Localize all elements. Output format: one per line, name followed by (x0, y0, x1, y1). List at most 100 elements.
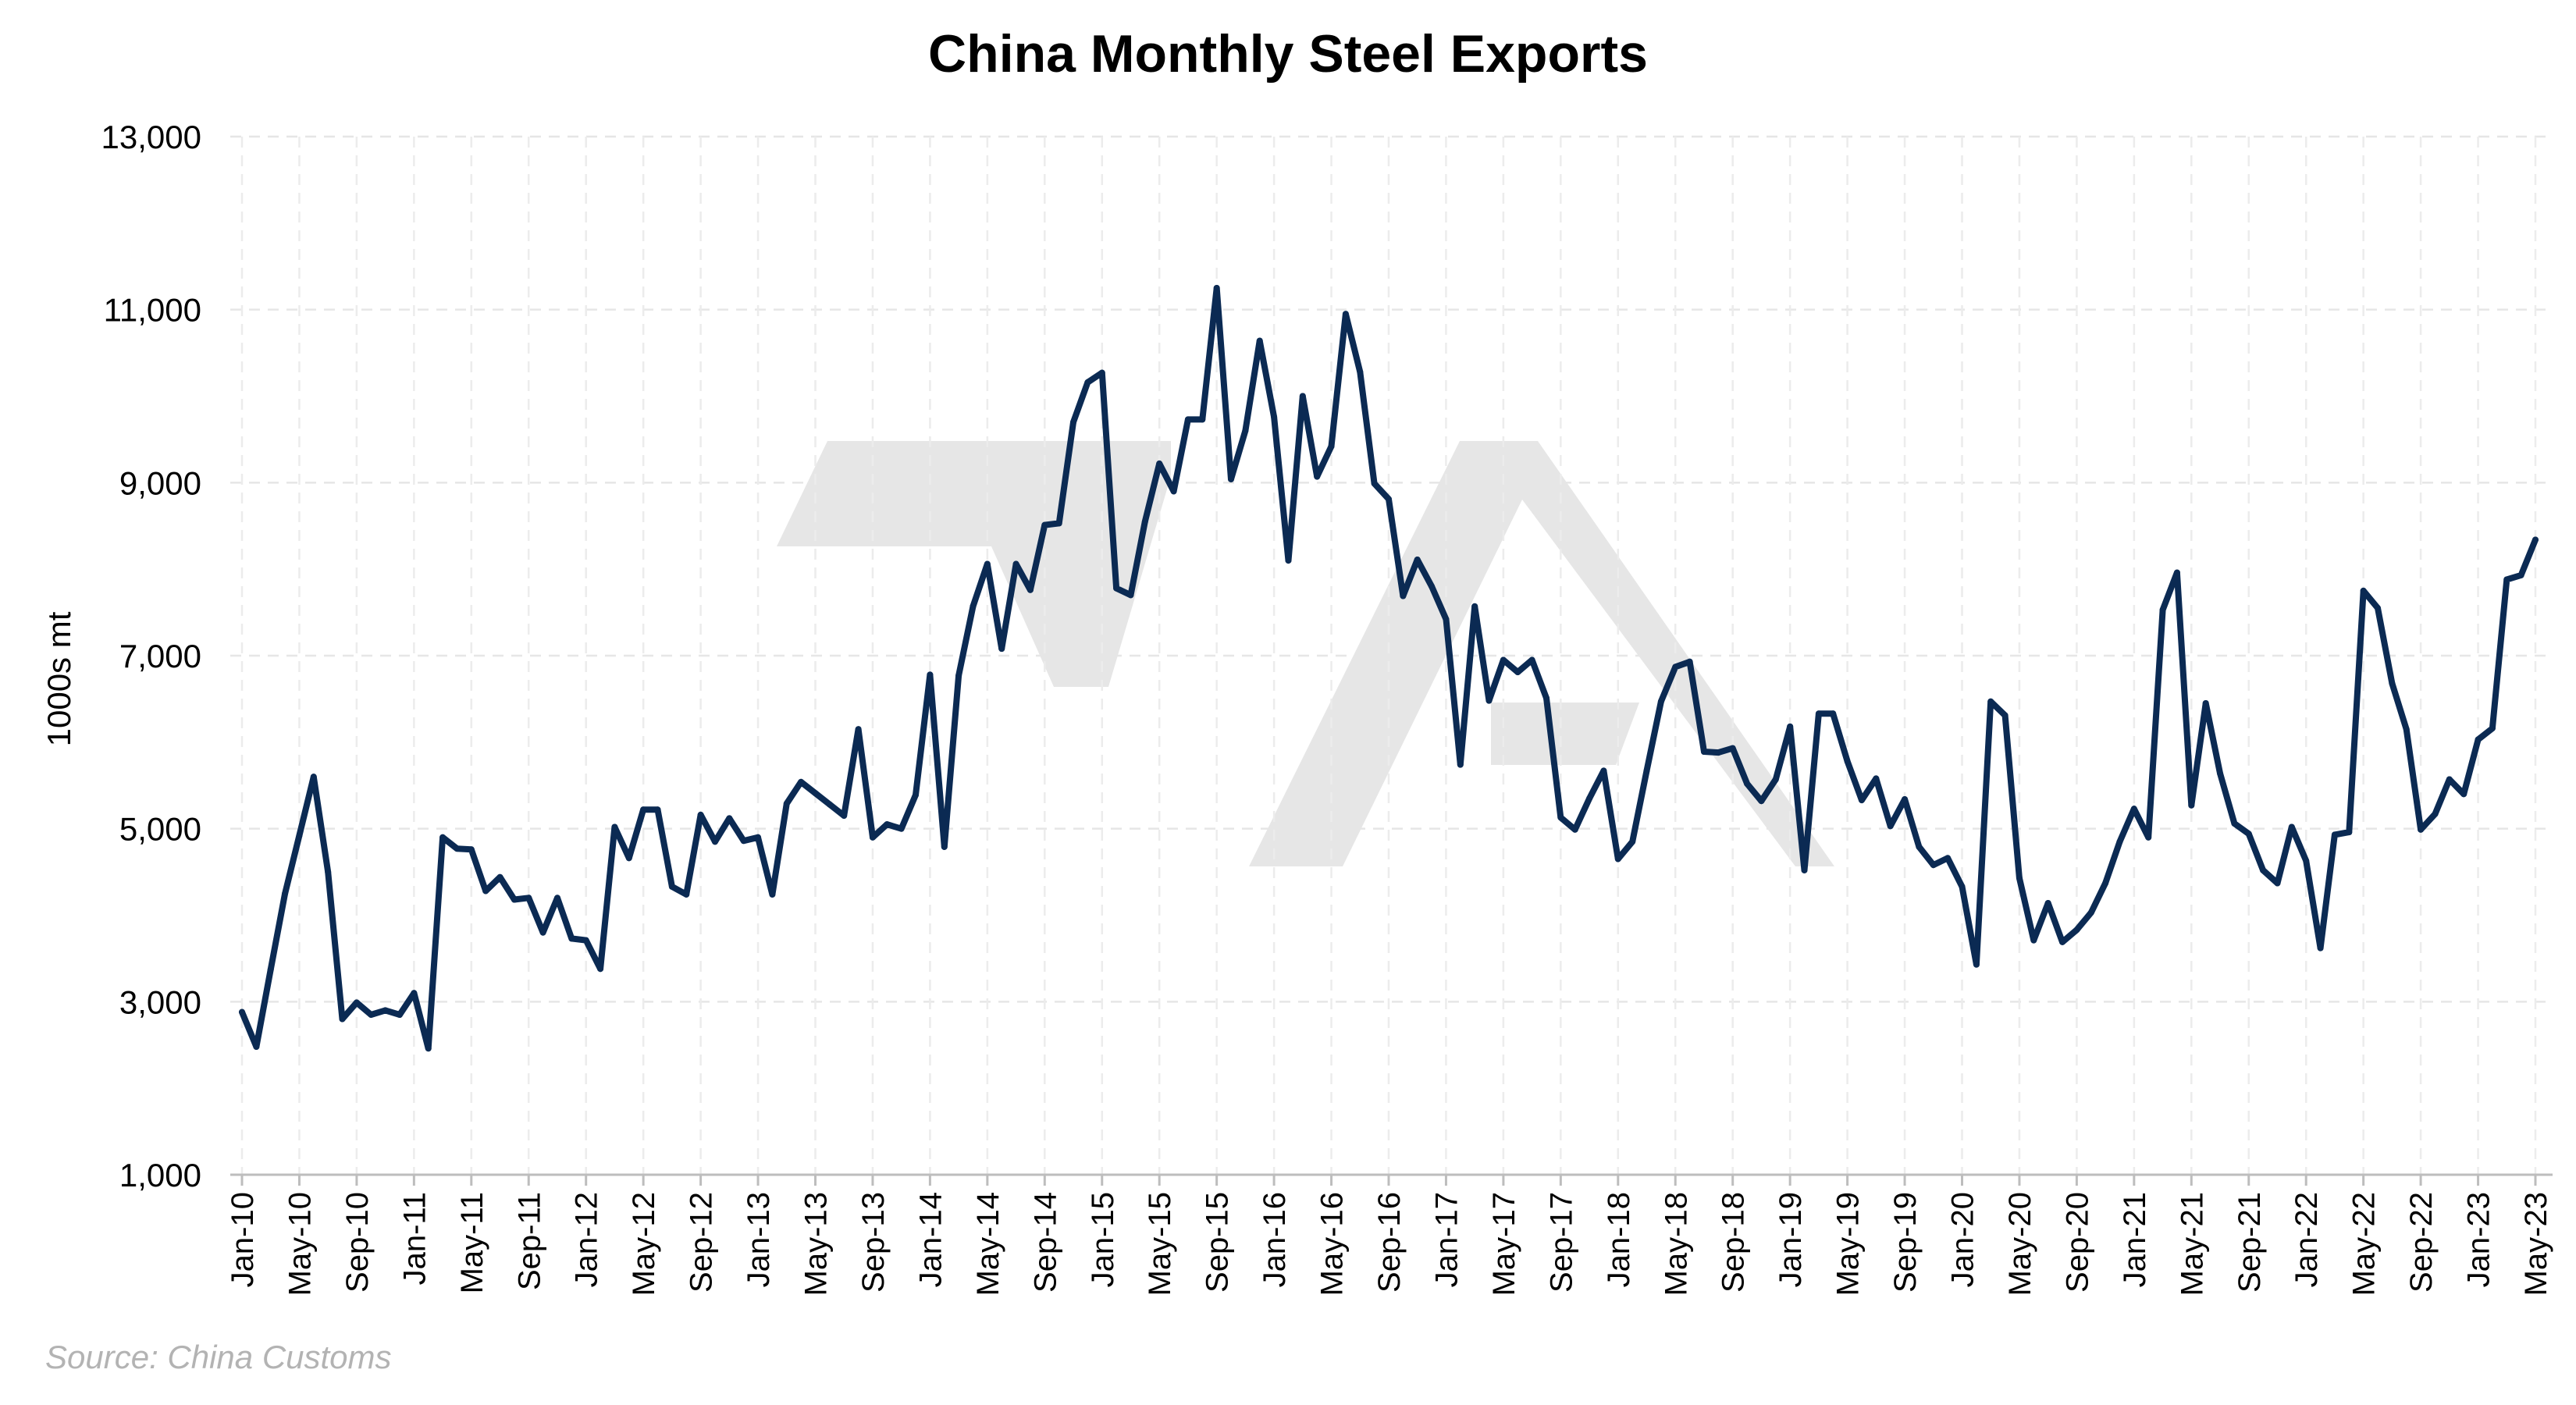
data-point (769, 891, 776, 898)
data-point (970, 603, 977, 610)
x-tick-label: Sep-17 (1544, 1192, 1578, 1293)
data-point (1386, 496, 1392, 503)
data-point (2418, 826, 2425, 833)
data-point (2460, 791, 2467, 798)
y-tick-label: 11,000 (104, 292, 201, 329)
x-tick-label: Sep-15 (1201, 1192, 1235, 1293)
x-tick-label: Sep-11 (512, 1192, 546, 1290)
y-tick-label: 5,000 (119, 811, 201, 848)
data-point (1299, 393, 1306, 400)
data-point (2044, 899, 2051, 906)
data-point (869, 834, 876, 841)
data-point (1371, 480, 1378, 487)
data-point (1729, 745, 1736, 752)
data-point (711, 838, 718, 845)
x-tick-label: May-12 (627, 1192, 661, 1296)
logo-watermark (777, 441, 1834, 866)
data-point (654, 806, 661, 813)
data-point (2532, 536, 2539, 543)
data-point (1571, 826, 1578, 833)
data-point (913, 791, 920, 799)
data-point (640, 806, 647, 813)
data-point (1787, 723, 1794, 730)
x-tick-label: Sep-13 (856, 1192, 891, 1293)
data-point (2087, 909, 2094, 916)
x-tick-label: Jan-17 (1429, 1192, 1464, 1287)
data-point (553, 895, 560, 902)
data-point (525, 895, 532, 902)
data-point (2145, 834, 2152, 841)
x-tick-label: Sep-10 (340, 1192, 375, 1293)
data-point (1012, 560, 1019, 567)
data-point (1930, 862, 1937, 869)
data-point (582, 937, 589, 944)
data-point (2389, 680, 2396, 687)
data-point (2432, 810, 2439, 817)
data-point (2159, 606, 2166, 614)
data-point (1672, 663, 1679, 670)
data-point (1586, 795, 1593, 802)
x-tick-label: May-19 (1831, 1192, 1866, 1296)
data-point (482, 887, 489, 895)
data-point (2173, 569, 2180, 576)
data-point (2317, 944, 2324, 951)
data-point (2102, 880, 2109, 887)
data-point (1700, 749, 1707, 756)
x-tick-label: May-14 (971, 1192, 1005, 1296)
data-point (1271, 414, 1278, 421)
data-point (1414, 556, 1421, 563)
x-tick-label: Sep-21 (2233, 1192, 2267, 1293)
data-point (2288, 823, 2295, 831)
x-tick-label: May-18 (1659, 1192, 1693, 1296)
data-point (1614, 855, 1621, 863)
x-tick-label: Jan-15 (1086, 1192, 1120, 1287)
data-point (325, 869, 332, 876)
data-point (2503, 576, 2510, 583)
data-point (611, 823, 618, 831)
data-point (1156, 460, 1163, 467)
y-tick-label: 13,000 (101, 119, 201, 155)
data-point (253, 1043, 260, 1050)
x-tick-label: Sep-22 (2404, 1192, 2439, 1293)
data-point (1471, 603, 1478, 610)
y-tick-label: 1,000 (119, 1157, 201, 1193)
x-tick-label: Jan-16 (1258, 1192, 1292, 1287)
data-point (1070, 418, 1077, 425)
data-point (2245, 831, 2252, 838)
x-tick-label: Jan-10 (226, 1192, 260, 1287)
data-point (2489, 725, 2496, 732)
data-point (1141, 518, 1148, 525)
data-point (1916, 843, 1923, 850)
data-point (1127, 592, 1134, 599)
data-point (1629, 838, 1636, 845)
x-tick-label: May-10 (283, 1192, 317, 1296)
data-point (1084, 379, 1091, 386)
data-point (310, 774, 317, 781)
data-point (1758, 798, 1765, 805)
data-point (353, 999, 360, 1006)
data-point (1485, 697, 1493, 704)
data-point (2116, 838, 2123, 845)
data-point (1528, 656, 1535, 663)
data-point (2274, 880, 2281, 887)
data-point (1026, 586, 1034, 593)
data-point (2130, 806, 2137, 813)
x-tick-label: May-16 (1315, 1192, 1350, 1296)
y-tick-label: 9,000 (119, 464, 201, 501)
x-tick-label: Jan-23 (2462, 1192, 2496, 1287)
x-tick-label: May-11 (455, 1192, 489, 1293)
data-point (2303, 857, 2310, 864)
data-point (1328, 443, 1335, 450)
data-point (468, 846, 475, 853)
y-tick-label: 7,000 (119, 638, 201, 674)
data-point (2346, 829, 2353, 836)
data-point (368, 1011, 375, 1018)
data-point (411, 990, 418, 997)
data-point (1902, 795, 1909, 802)
data-point (2475, 736, 2482, 743)
data-point (1772, 776, 1779, 783)
data-point (568, 935, 575, 942)
data-point (826, 801, 833, 808)
data-point (1184, 416, 1191, 423)
data-point (855, 726, 862, 733)
